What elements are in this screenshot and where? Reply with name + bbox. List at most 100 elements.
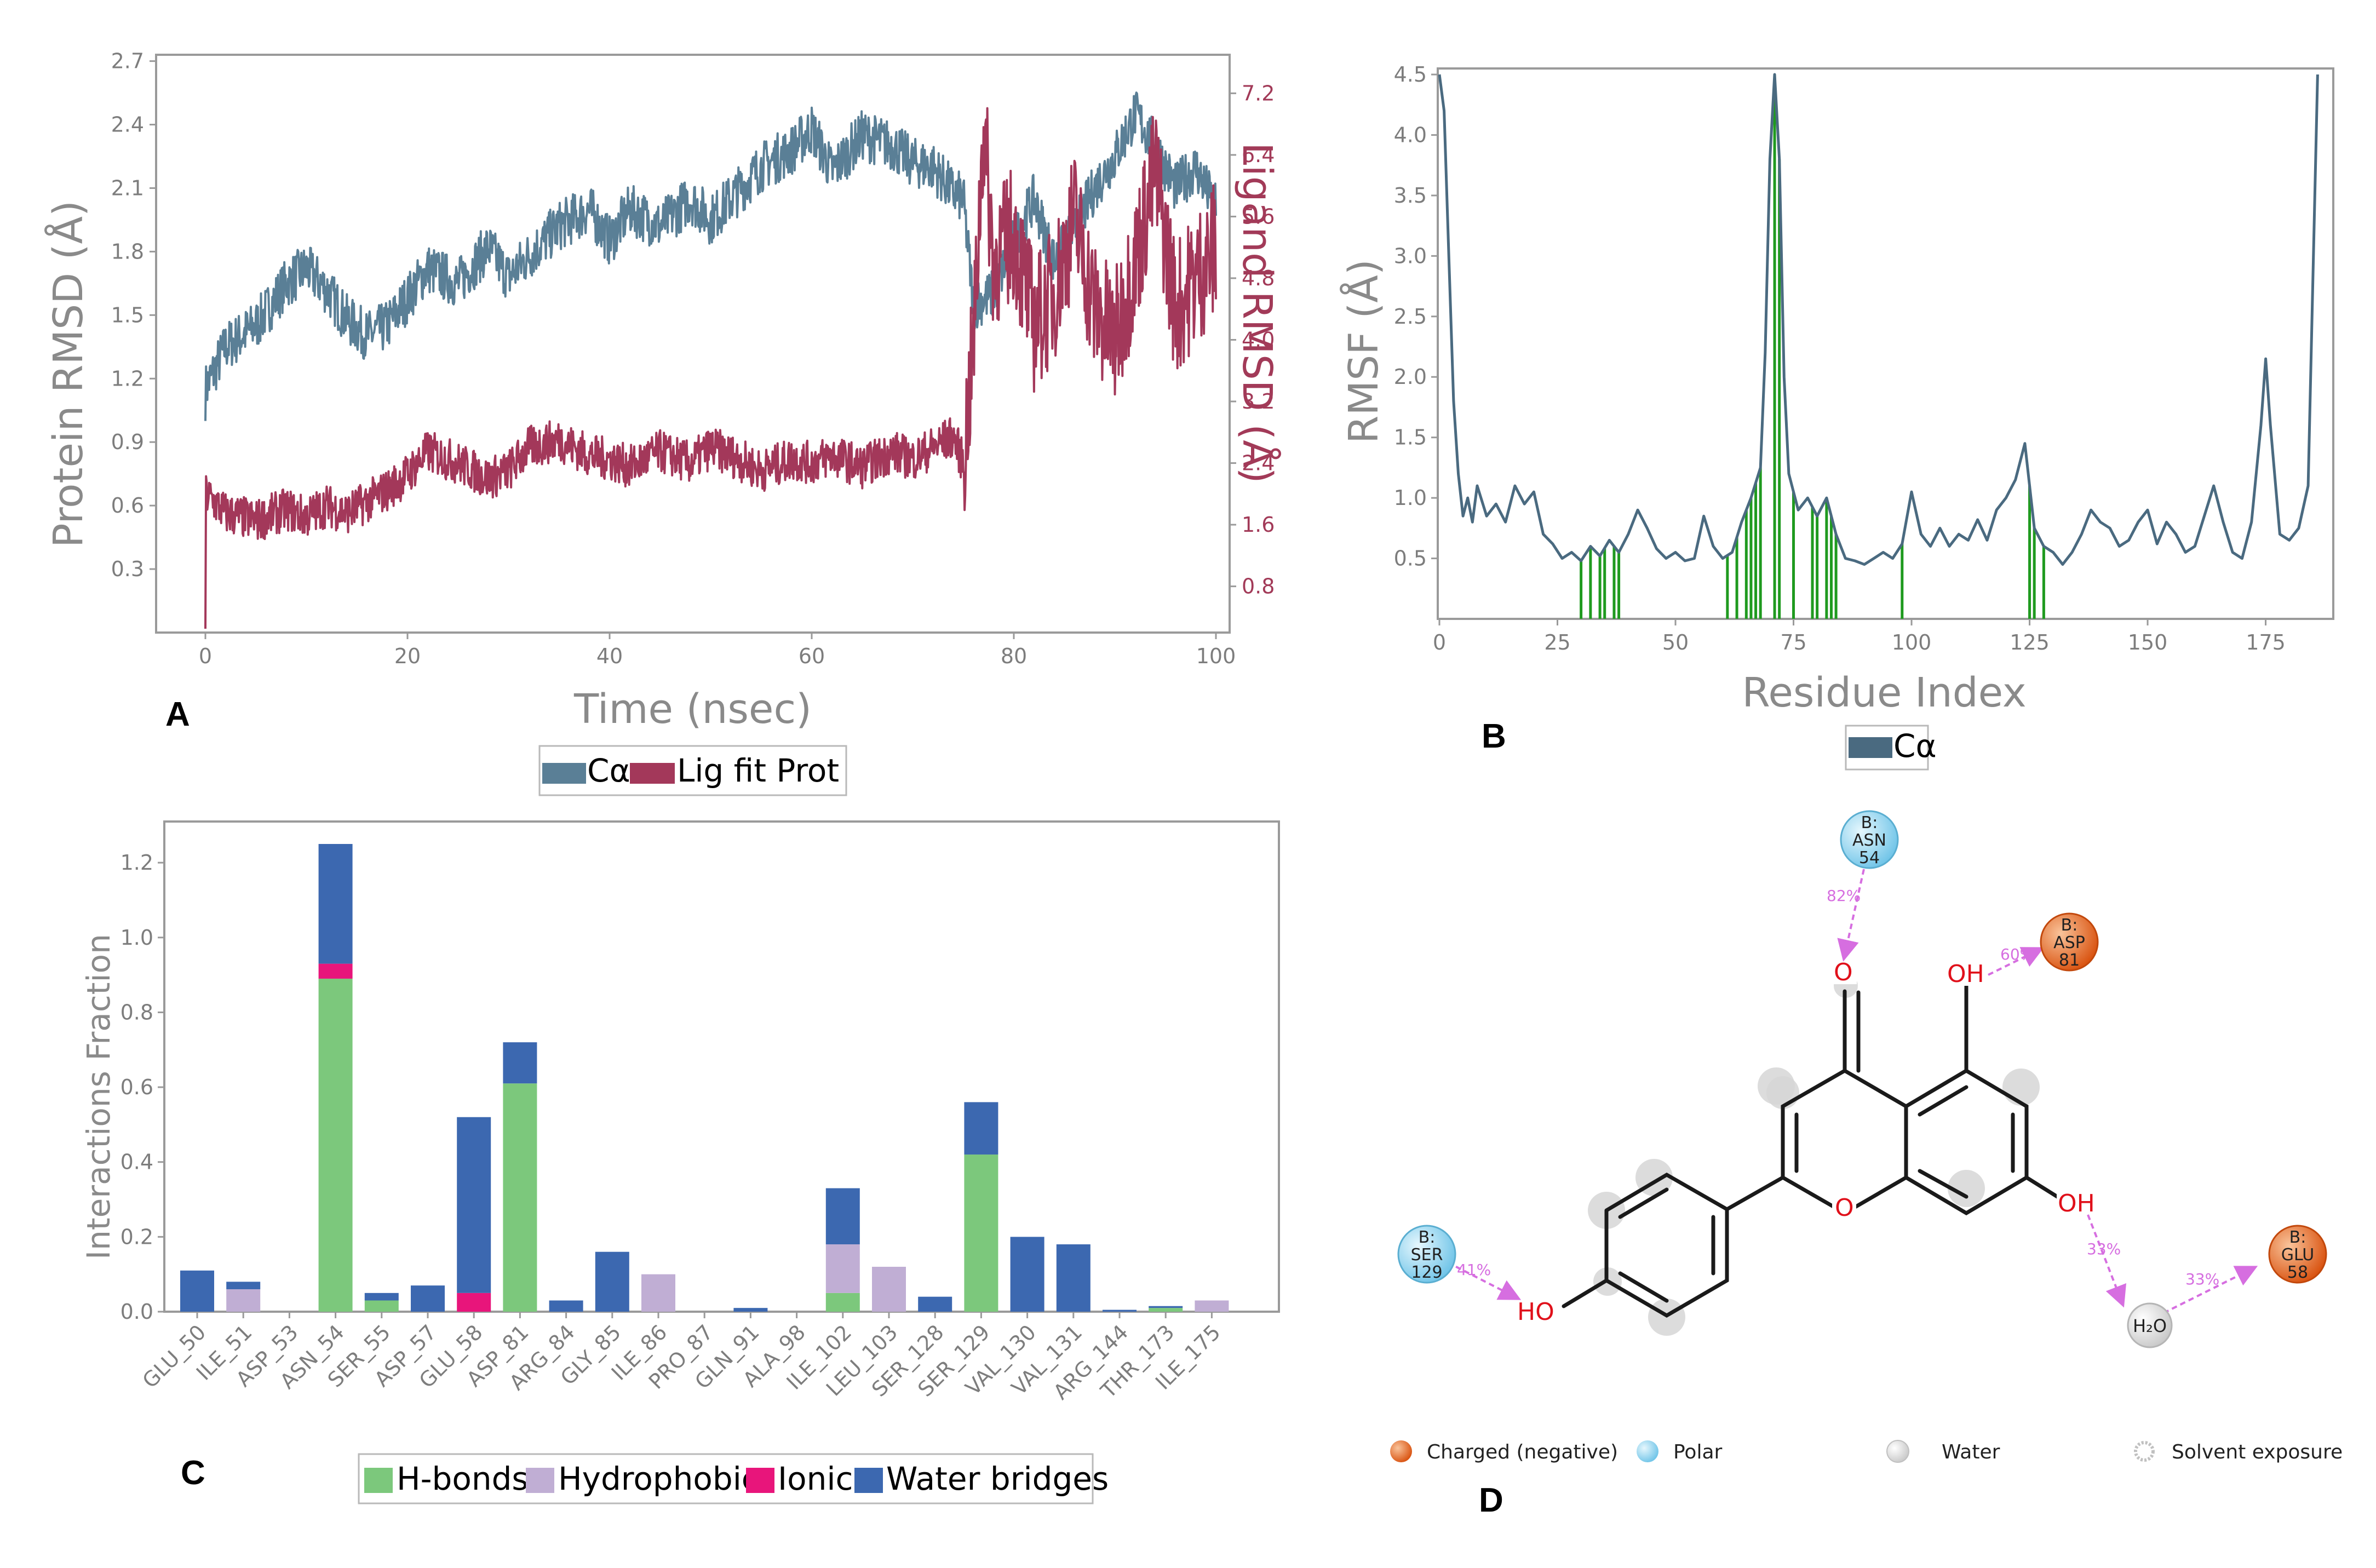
arrow-asp81 [1988, 947, 2045, 976]
legend-box-c [358, 1453, 1094, 1504]
panel-letter-a: A [165, 696, 190, 733]
x-tick-label: 25 [1544, 630, 1570, 654]
y-tick-label: 1.0 [120, 926, 153, 950]
bar-segment-water-bridges [1010, 1237, 1044, 1312]
panel-c: GLU_50ILE_51ASP_53ASN_54SER_55ASP_57GLU_… [80, 820, 1280, 1504]
legend-label-hydrophobic: Hydrophobic [558, 1460, 759, 1497]
atom-o-ring: O [1835, 1194, 1854, 1222]
legend-label-hbonds: H-bonds [397, 1460, 529, 1497]
interactions-fraction-label: Interactions Fraction [80, 934, 117, 1260]
residue-number: 58 [2287, 1263, 2308, 1282]
arrow-ser129 [1447, 1261, 1522, 1300]
legend-swatch-lig [630, 763, 675, 784]
rmsd-series-group [204, 91, 1217, 629]
y-tick-label: 2.4 [111, 113, 144, 137]
x-tick-label: 75 [1780, 630, 1806, 654]
y-tick-label: 0.6 [120, 1075, 153, 1099]
protein-rmsd-label: Protein RMSD (Å) [44, 200, 92, 548]
bar-segment-hydrophobic [872, 1267, 906, 1312]
legend-polar-dot [1637, 1440, 1658, 1462]
halo [2002, 1069, 2040, 1106]
double-bond [1918, 1169, 1968, 1199]
y-tick-label: 1.2 [111, 366, 144, 390]
residue-glu58: B: GLU 58 [2268, 1225, 2327, 1284]
bar-segment-ionic [318, 963, 353, 979]
bar-segment-h-bonds [318, 978, 353, 1312]
residue-name: ASP [2053, 933, 2085, 952]
pct-ser129: 41% [1457, 1261, 1491, 1279]
residue-chain: B: [2061, 916, 2078, 935]
time-axis-label: Time (nsec) [573, 686, 812, 733]
y2-tick-label: 2.4 [1242, 451, 1275, 475]
y-tick-label: 3.0 [1394, 244, 1427, 268]
y2-tick-label: 4.0 [1242, 328, 1275, 352]
solvent-exposure-halos [1588, 974, 2040, 1336]
bar-segment-water-bridges [1149, 1306, 1183, 1308]
bar-segment-water-bridges [226, 1282, 261, 1290]
aryl-link [1725, 1175, 1785, 1211]
x-tick-label: 80 [1001, 644, 1027, 668]
legend-c: H-bonds Hydrophobic Ionic Water bridges [358, 1453, 1109, 1504]
pct-asp81: 60% [2000, 945, 2034, 963]
arrow-oh-water [2087, 1214, 2127, 1308]
legend-label-lig: Lig fit Prot [677, 752, 839, 789]
legend-water-dot [1886, 1440, 1909, 1463]
atom-bg [1832, 1191, 1856, 1220]
panel-d: O OH O OH HO 82% 60% 41% 33% 33% B: ASN … [1390, 810, 2343, 1519]
y-tick-label: 1.5 [111, 303, 144, 327]
x-tick-label: 100 [1196, 644, 1236, 668]
y-tick-label: 2.5 [1394, 305, 1427, 329]
atom-bg [1514, 1297, 1556, 1324]
x-tick-label: GLU_50 [137, 1320, 210, 1393]
bar-segment-h-bonds [825, 1293, 860, 1312]
halo [1948, 1170, 1985, 1207]
y-tick-label: 0.5 [1394, 547, 1427, 571]
bar-segment-water-bridges [503, 1042, 537, 1084]
x-tick-label: 125 [2010, 630, 2050, 654]
y-tick-label: 0.0 [120, 1300, 153, 1324]
bar-segment-water-bridges [180, 1270, 214, 1312]
polar-residue-circle [1397, 1225, 1456, 1284]
bar-segment-water-bridges [1056, 1244, 1091, 1312]
plot-frame-a [155, 54, 1231, 634]
protein-rmsd-line [204, 91, 1217, 421]
bar-segment-h-bonds [364, 1300, 399, 1312]
plot-frame-b [1437, 67, 2334, 620]
y-tick-label: 0.9 [111, 430, 144, 454]
molecule-bonds [1562, 984, 2073, 1318]
legend-swatch-hbonds [364, 1468, 393, 1493]
ligand-rmsd-line [204, 107, 1217, 629]
residue-number: 54 [1859, 848, 1880, 868]
x-tick-label: 0 [1433, 630, 1446, 654]
residue-number: 129 [1411, 1263, 1442, 1282]
bar-segment-hydrophobic [226, 1289, 261, 1312]
residue-chain: B: [2289, 1228, 2306, 1247]
residue-chain: B: [1861, 813, 1878, 832]
rmsf-series-group [1438, 73, 2319, 566]
y-tick-label: 1.8 [111, 239, 144, 263]
bar-segment-ionic [457, 1293, 491, 1312]
legend-label-ionic: Ionic [778, 1460, 853, 1497]
y-tick-label: 1.0 [1394, 486, 1427, 510]
residue-asn54: B: ASN 54 [1840, 810, 1899, 869]
legend-charged-dot [1390, 1440, 1412, 1462]
bar-segment-water-bridges [964, 1102, 998, 1155]
x-tick-label: 60 [799, 644, 825, 668]
residue-chain: B: [1419, 1228, 1436, 1247]
legend-a: Cα Lig fit Prot [538, 745, 847, 796]
panel-letter-d: D [1479, 1481, 1503, 1519]
y2-tick-label: 4.8 [1242, 266, 1275, 290]
y-tick-label: 0.6 [111, 493, 144, 518]
x-tick-label: 20 [394, 644, 421, 668]
legend-solvent-dot [2134, 1441, 2155, 1462]
bar-segment-h-bonds [964, 1155, 998, 1312]
atom-o-ketone: O [1834, 958, 1853, 986]
residue-name: SER [1411, 1245, 1443, 1265]
x-tick-label: 50 [1662, 630, 1689, 654]
interaction-bars [180, 843, 1229, 1312]
x-tick-label: 0 [199, 644, 212, 668]
polar-residue-circle [1840, 810, 1899, 869]
bar-segment-water-bridges [318, 843, 353, 964]
rmsd-axes: 0 20 40 60 80 100 0.3 0.6 0.9 1.2 1.5 1.8 2.1 2.4 2.7 0… [111, 49, 1275, 668]
y-tick-label: 4.5 [1394, 62, 1427, 87]
